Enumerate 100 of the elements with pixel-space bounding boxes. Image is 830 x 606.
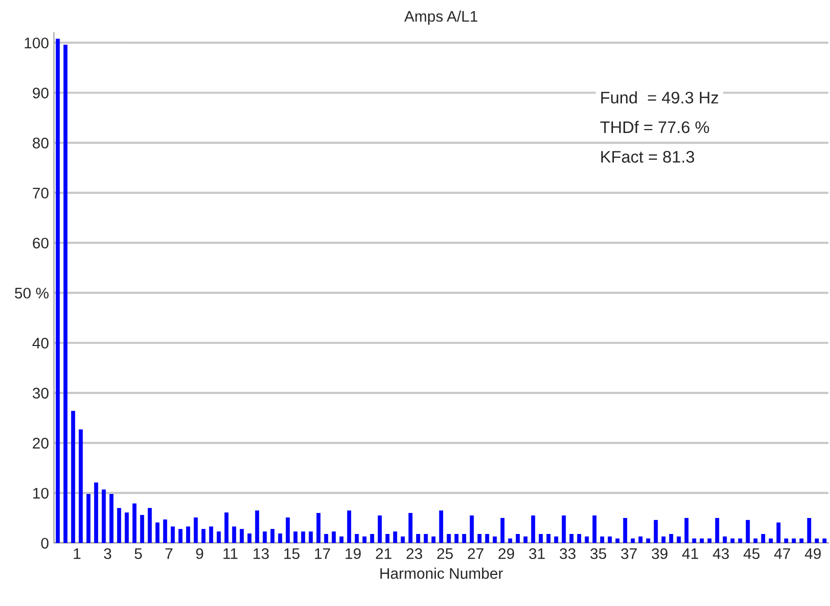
x-tick-label: 7 [165,548,172,559]
bar [738,538,742,543]
bar [638,536,642,543]
bar [71,410,76,543]
x-tick-label: 25 [437,548,453,560]
y-tick-label: 30 [32,388,48,399]
bar [347,510,352,543]
bar [240,528,244,543]
bar [431,536,436,543]
bar [293,531,298,543]
x-tick-label: 33 [560,548,576,560]
x-tick-label: 19 [346,548,361,560]
x-axis-title: Harmonic Number [380,568,503,579]
bar [807,518,812,543]
annotation: KFact = 81.3 [601,150,694,163]
bar [109,494,114,543]
bar [94,482,98,543]
bar [286,517,290,543]
bar [669,534,674,543]
bar [148,508,152,543]
bar [362,536,366,543]
bar [792,538,796,543]
bar [538,534,543,543]
bar [485,534,490,543]
bar [623,518,628,543]
bar [584,536,589,543]
annotation: THDf = 77.6 % [600,120,710,134]
bar [316,512,320,543]
bar [600,536,604,543]
bar [354,534,359,543]
bar [332,531,336,543]
bar [800,538,804,543]
bar [132,503,136,543]
bar [339,536,344,543]
bar [393,531,398,543]
x-tick-label: 47 [774,548,790,559]
x-tick-label: 31 [529,548,545,560]
y-tick-label: 40 [32,338,48,349]
x-tick-label: 35 [590,548,606,560]
x-tick-label: 17 [314,548,330,559]
bar [63,44,68,543]
bar [124,512,129,543]
bar [662,536,666,543]
bar [646,538,650,543]
bar [508,538,512,543]
annotation: Fund = 49.3 Hz [601,91,718,104]
bar [654,520,658,543]
bar [776,522,780,543]
bar [117,508,122,543]
bar [209,526,214,543]
bar [708,538,712,543]
x-tick-label: 1 [74,548,80,559]
bar [278,533,282,543]
x-tick-label: 15 [284,548,300,560]
bar [370,534,374,543]
bar [301,531,306,543]
x-tick-label: 49 [804,548,821,560]
bar [439,510,444,543]
bar [424,534,428,543]
bar [324,534,328,543]
bar [692,538,696,543]
bar [746,520,750,543]
bar [470,515,474,543]
x-tick-label: 3 [104,548,112,560]
bar [730,538,734,543]
x-tick-label: 23 [406,548,422,560]
x-tick-label: 5 [134,548,142,560]
bar [700,538,704,543]
y-tick-label: 100 [24,38,48,48]
x-tick-label: 37 [621,548,637,560]
bar [554,536,558,543]
bar [676,536,681,543]
y-tick-label: 0 [41,538,48,549]
bar [400,536,405,543]
bar [163,519,168,543]
bar [232,526,236,543]
bar [308,531,313,543]
y-tick-label: 60 [32,238,48,249]
bar [262,531,267,543]
x-tick-label: 9 [196,548,204,560]
bar [462,534,466,543]
y-tick-label: 70 [32,188,48,198]
bar [592,515,596,543]
bar [224,512,228,543]
bar [140,514,144,543]
bar [186,526,190,543]
bar [523,536,528,543]
bar [500,518,504,543]
bar [378,515,382,543]
bar [546,534,550,543]
bar [754,538,758,543]
bar [178,528,182,543]
x-tick-label: 21 [376,548,392,559]
bar [408,512,412,543]
bar [78,429,83,543]
y-tick-label: 80 [32,138,48,148]
x-tick-label: 29 [498,548,514,560]
bar [477,534,482,543]
bar [768,538,773,543]
bar [194,517,198,543]
